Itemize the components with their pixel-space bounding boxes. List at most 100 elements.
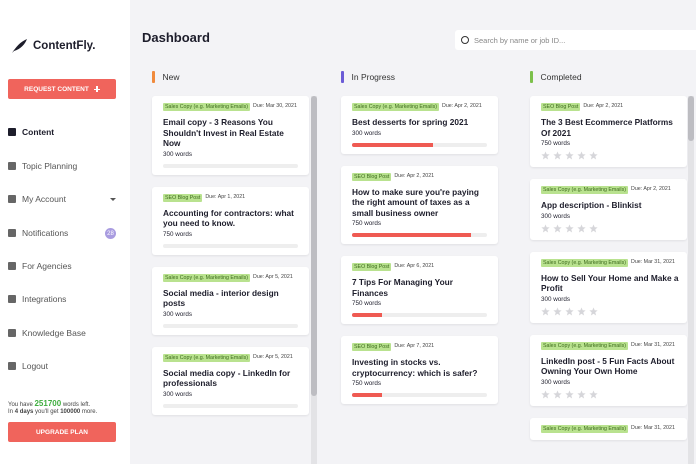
card[interactable]: SEO Blog Post Due: Apr 6, 2021 7 Tips For … <box>341 256 498 324</box>
nav-item[interactable]: Logout <box>8 361 48 371</box>
star-shape <box>565 306 574 315</box>
star[interactable] <box>577 389 586 399</box>
brand-name: ContentFly. <box>33 40 96 52</box>
card-title: 7 Tips For Managing Your Finances <box>352 277 453 298</box>
card-tag: Sales Copy (e.g. Marketing Emails) <box>163 273 251 282</box>
star[interactable] <box>589 306 598 316</box>
card-meta: Sales Copy (e.g. Marketing Emails) Due: A… <box>541 186 679 194</box>
star[interactable] <box>553 389 562 399</box>
card[interactable]: Sales Copy (e.g. Marketing Emails) Due: M… <box>530 334 687 406</box>
request-content-button[interactable]: REQUEST CONTENT <box>8 79 116 99</box>
card-due: Due: Mar 31, 2021 <box>631 341 675 348</box>
nav-label: Logout <box>22 361 48 371</box>
card-meta: SEO Blog Post Due: Apr 2, 2021 <box>352 172 490 181</box>
column: Completed SEO Blog Post Due: Apr 2, 2021 Th… <box>530 70 690 464</box>
card[interactable]: SEO Blog Post Due: Apr 2, 2021 How to make… <box>341 165 498 244</box>
star-shape <box>565 389 574 398</box>
star[interactable] <box>589 389 598 399</box>
card-due: Due: Mar 31, 2021 <box>631 424 675 431</box>
card[interactable]: Sales Copy (e.g. Marketing Emails) Due: A… <box>530 179 687 240</box>
card-tag: Sales Copy (e.g. Marketing Emails) <box>541 258 629 267</box>
card-words: 300 words <box>352 129 382 137</box>
star[interactable] <box>565 306 574 316</box>
star[interactable] <box>589 223 598 233</box>
card-tag: SEO Blog Post <box>541 103 581 111</box>
column-header: Completed <box>530 70 690 84</box>
card-due: Due: Mar 30, 2021 <box>253 103 297 109</box>
card-title: App description - Blinkist <box>541 200 642 210</box>
star[interactable] <box>541 151 550 160</box>
star[interactable] <box>541 306 550 316</box>
brand: ContentFly. <box>10 38 95 54</box>
card-words: 750 words <box>541 140 571 147</box>
star[interactable] <box>565 389 574 399</box>
column-header: In Progress <box>341 70 501 84</box>
progress-track <box>352 313 487 317</box>
star-shape <box>577 223 586 232</box>
card-meta: Sales Copy (e.g. Marketing Emails) Due: A… <box>163 273 301 282</box>
nav-item[interactable]: My Account <box>8 194 66 204</box>
star[interactable] <box>541 223 550 233</box>
words-left: You have 251700 words left. <box>8 399 90 408</box>
star-shape <box>553 223 562 232</box>
star-shape <box>541 151 550 160</box>
scrollbar[interactable] <box>311 96 317 464</box>
text: words left. <box>62 402 91 408</box>
star[interactable] <box>553 223 562 233</box>
card-meta: Sales Copy (e.g. Marketing Emails) Due: A… <box>163 353 301 362</box>
card-meta: SEO Blog Post Due: Apr 2, 2021 <box>541 103 679 111</box>
card-title: Email copy - 3 Reasons You Shouldn't Inv… <box>163 117 284 148</box>
progress-track <box>352 233 487 237</box>
card-meta: Sales Copy (e.g. Marketing Emails) Due: M… <box>541 424 679 433</box>
card-list: Sales Copy (e.g. Marketing Emails) Due: M… <box>152 96 309 415</box>
star[interactable] <box>565 151 574 160</box>
nav-item[interactable]: For Agencies <box>8 261 72 271</box>
card-due: Due: Apr 2, 2021 <box>631 186 671 192</box>
card-tag: SEO Blog Post <box>163 193 203 202</box>
card-words: 750 words <box>352 300 382 307</box>
card-meta: Sales Copy (e.g. Marketing Emails) Due: M… <box>163 103 301 111</box>
card[interactable]: SEO Blog Post Due: Apr 1, 2021 Accounting … <box>152 186 309 255</box>
nav-item[interactable]: Topic Planning <box>8 161 77 171</box>
card[interactable]: Sales Copy (e.g. Marketing Emails) Due: M… <box>530 251 687 323</box>
search-placeholder: Search by name or job ID... <box>474 35 566 45</box>
card-meta: Sales Copy (e.g. Marketing Emails) Due: A… <box>352 103 490 111</box>
nav-label: Knowledge Base <box>22 328 86 338</box>
star[interactable] <box>577 306 586 316</box>
card[interactable]: SEO Blog Post Due: Apr 2, 2021 The 3 Best … <box>530 96 687 167</box>
card[interactable]: Sales Copy (e.g. Marketing Emails) Due: M… <box>152 96 309 175</box>
nav-item[interactable]: Integrations <box>8 294 66 304</box>
star[interactable] <box>589 151 598 160</box>
card-words: 750 words <box>352 380 382 387</box>
nav-item[interactable]: Notifications <box>8 228 68 238</box>
card[interactable]: Sales Copy (e.g. Marketing Emails) Due: A… <box>152 346 309 415</box>
star[interactable] <box>541 389 550 399</box>
amount: 100000 <box>60 409 81 415</box>
scroll-thumb[interactable] <box>311 96 317 396</box>
card[interactable]: SEO Blog Post Due: Apr 7, 2021 Investing i… <box>341 336 498 404</box>
nav-item[interactable]: Content <box>8 127 54 137</box>
plus-icon <box>93 86 100 92</box>
scroll-thumb[interactable] <box>688 96 694 141</box>
star[interactable] <box>553 306 562 316</box>
card-words: 300 words <box>541 212 571 220</box>
progress-fill <box>352 313 382 317</box>
star[interactable] <box>577 223 586 233</box>
card-title: Social media copy - LinkedIn for profess… <box>163 367 291 389</box>
column-title: New <box>162 72 180 82</box>
card-title: How to Sell Your Home and Make a Profit <box>541 272 679 294</box>
star[interactable] <box>553 151 562 160</box>
nav-icon <box>8 229 16 237</box>
card[interactable]: Sales Copy (e.g. Marketing Emails) Due: A… <box>152 266 309 335</box>
sidebar: ContentFly. REQUEST CONTENT Content Topic… <box>0 0 130 464</box>
card-meta: SEO Blog Post Due: Apr 1, 2021 <box>163 193 301 202</box>
star[interactable] <box>565 223 574 233</box>
card[interactable]: Sales Copy (e.g. Marketing Emails) Due: A… <box>341 96 498 154</box>
search-box[interactable]: Search by name or job ID... <box>455 30 696 50</box>
card[interactable]: Sales Copy (e.g. Marketing Emails) Due: M… <box>530 417 687 440</box>
nav-icon <box>8 262 16 270</box>
star[interactable] <box>577 151 586 160</box>
upgrade-button[interactable]: UPGRADE PLAN <box>8 422 116 442</box>
nav-item[interactable]: Knowledge Base <box>8 328 86 338</box>
scrollbar[interactable] <box>688 96 694 464</box>
